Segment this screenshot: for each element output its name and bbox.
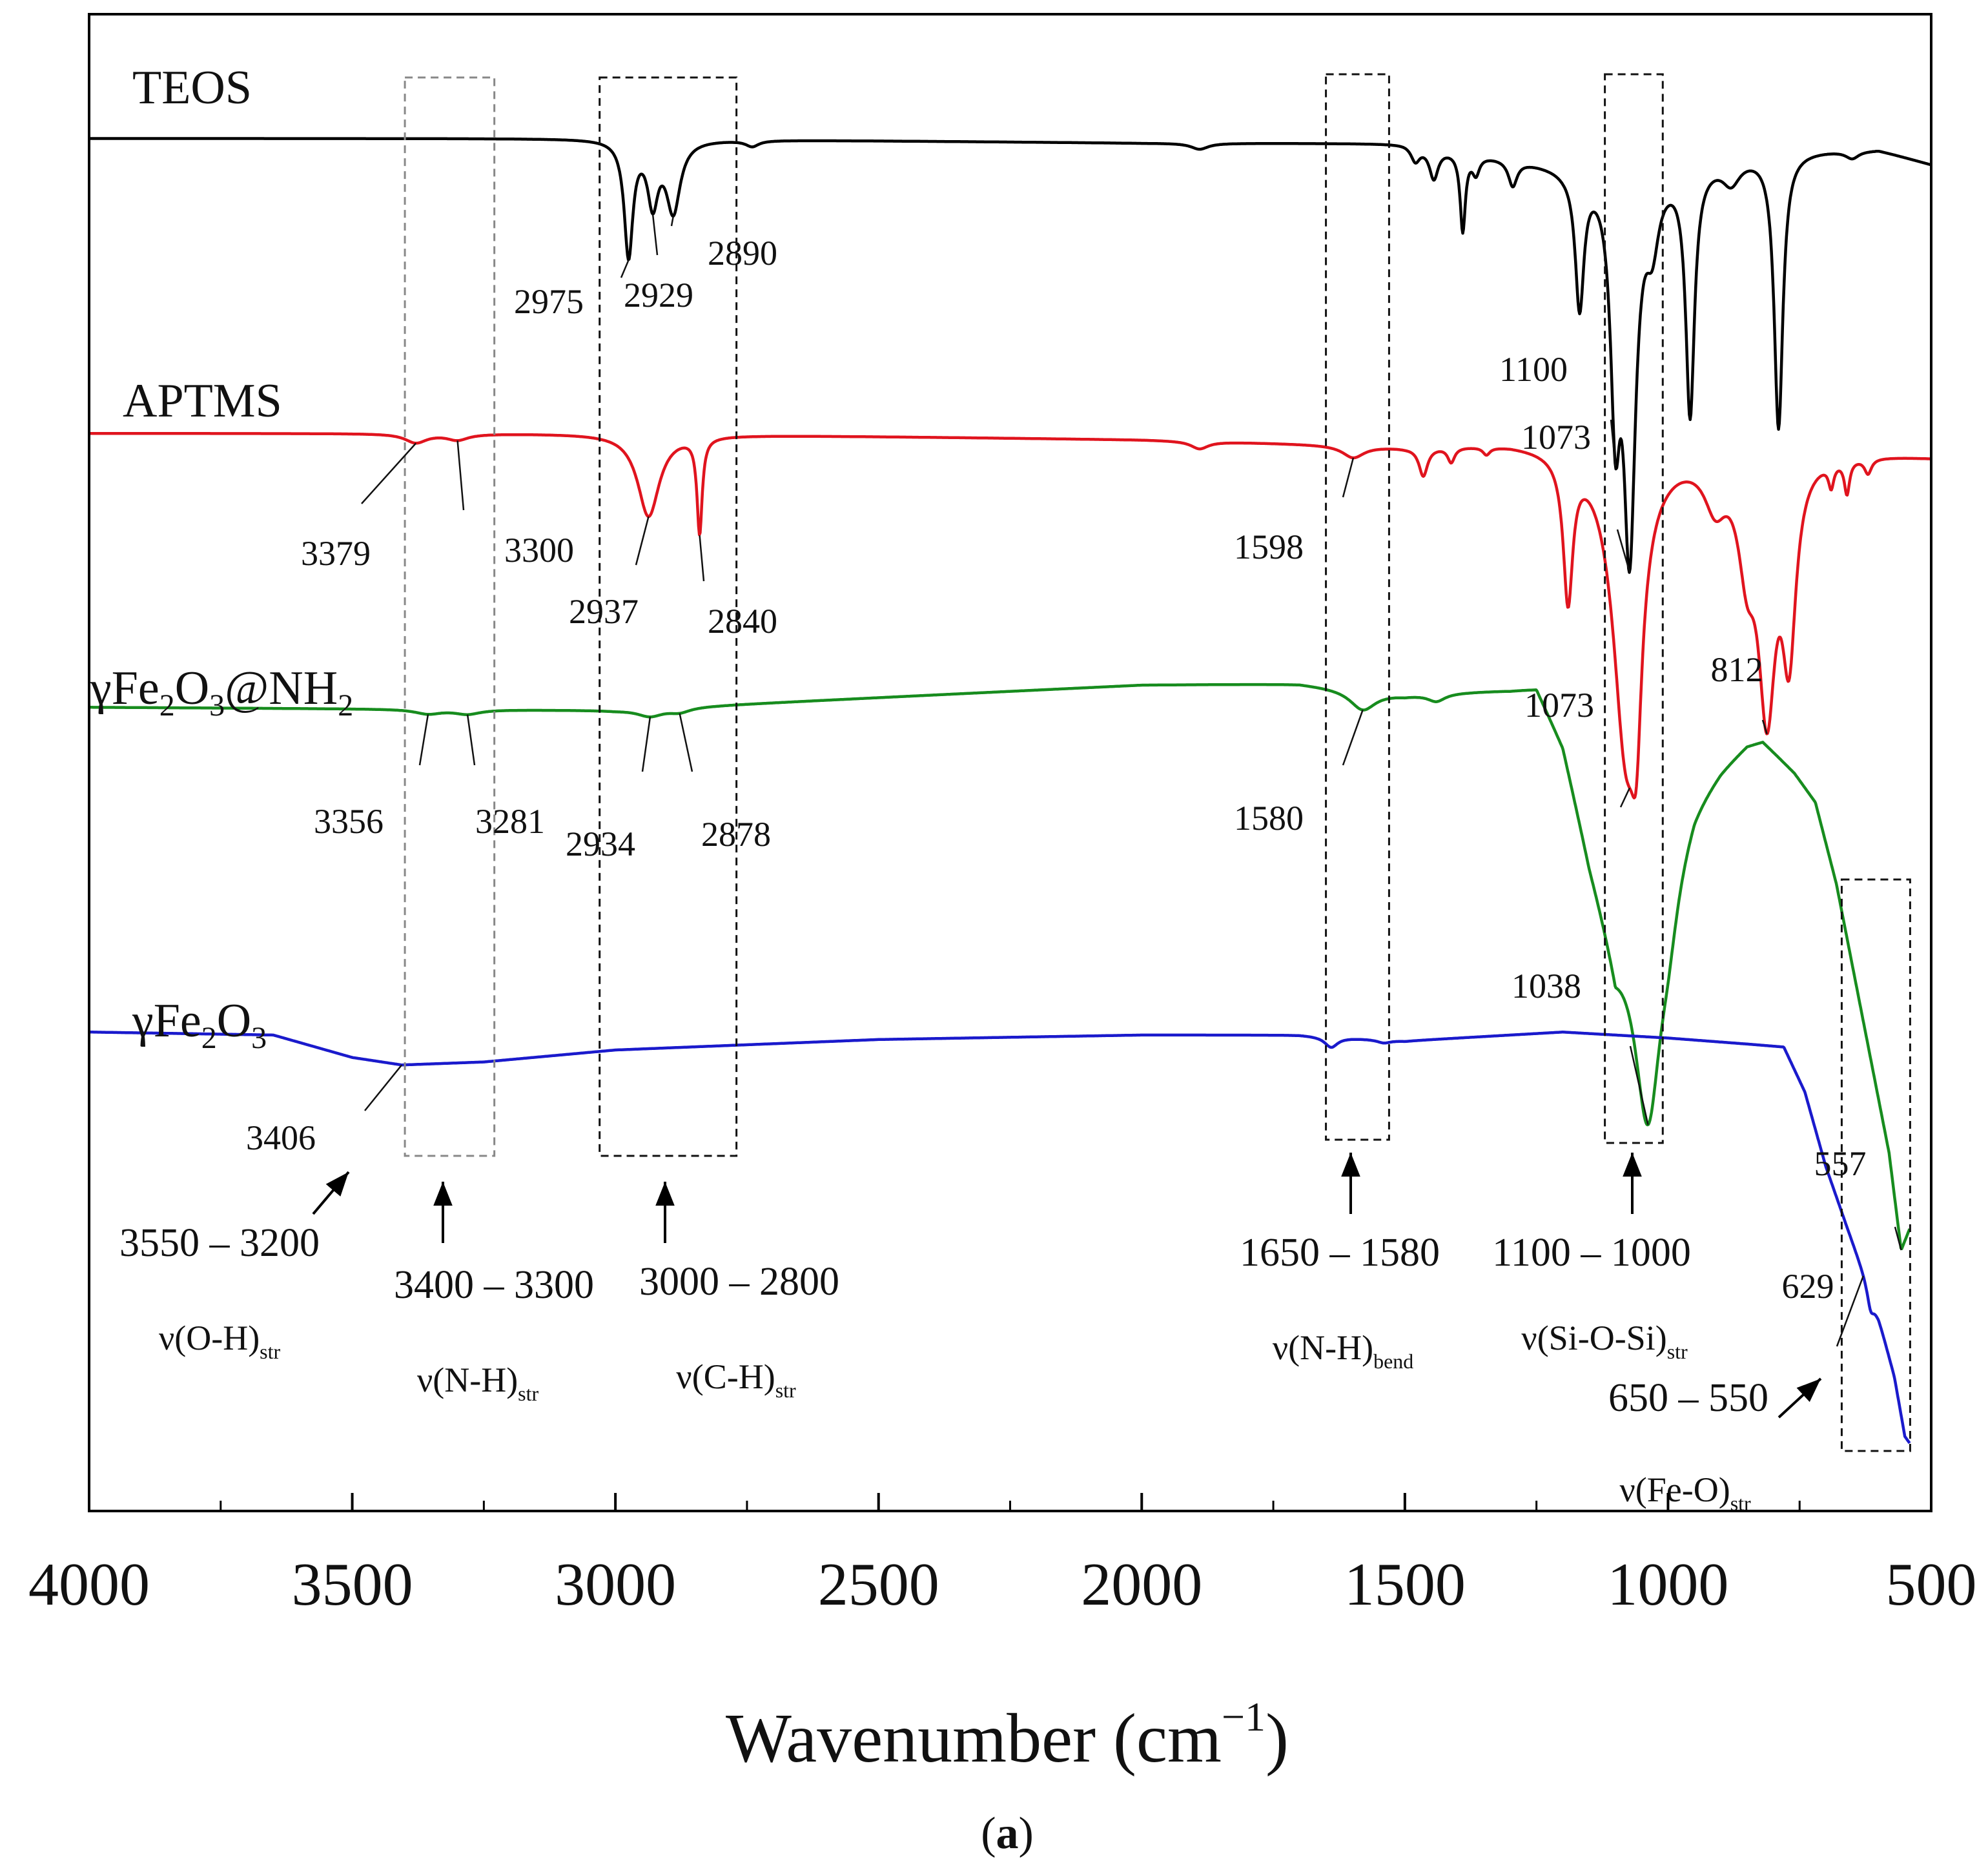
peak-leader (456, 440, 465, 511)
peak-leader (679, 713, 693, 772)
peak-leader (635, 516, 650, 566)
spectrum-line-3 (88, 1030, 1911, 1445)
peak-leader (1616, 529, 1631, 573)
peak-label: 2929 (624, 276, 693, 314)
peak-label: 3406 (246, 1118, 316, 1157)
x-axis-unit-open: (cm (1113, 1700, 1222, 1777)
peak-label: 2878 (701, 815, 771, 854)
series-label-1: APTMS (123, 375, 282, 427)
peak-leader (418, 714, 429, 766)
peak-leader (466, 714, 476, 766)
series-label-3: γFe2O3 (132, 994, 267, 1055)
region-mode-label: ν(N-H)str (417, 1361, 539, 1405)
peak-leader (670, 216, 675, 227)
peak-label: 1073 (1524, 686, 1594, 725)
peak-leader (1761, 719, 1768, 735)
x-tick-label: 3500 (292, 1551, 413, 1618)
region-range-label: 3550 – 3200 (119, 1221, 320, 1265)
region-mode-label: ν(Fe-O)str (1619, 1470, 1751, 1515)
peak-label: 812 (1711, 650, 1763, 689)
peak-label: 3300 (504, 531, 574, 570)
peak-label: 2840 (708, 602, 777, 641)
region-range-label: 3400 – 3300 (394, 1263, 594, 1307)
peak-leader (699, 535, 705, 582)
region-arrow-head (655, 1182, 675, 1206)
spectrum-line-1 (88, 431, 1932, 799)
peak-leader (651, 214, 659, 256)
peak-leader (361, 442, 417, 504)
region-mode-label: ν(O-H)str (159, 1319, 281, 1363)
region-labels: 3550 – 3200 ν(O-H)str 3400 – 3300 ν(N-H)str… (119, 1153, 1822, 1515)
region-boxes (404, 73, 1911, 1452)
region-mode-label: ν(Si-O-Si)str (1521, 1319, 1688, 1363)
peak-label: 3281 (475, 802, 545, 841)
peak-leader (620, 260, 630, 278)
region-arrow-head (1341, 1153, 1360, 1177)
region-mode-label: ν(C-H)str (676, 1357, 796, 1402)
peak-label: 2937 (569, 592, 639, 631)
x-tick-label: 2500 (818, 1551, 939, 1618)
region-arrow-head (433, 1182, 453, 1206)
x-ticks: 4000 3500 3000 2500 2000 1500 1000 500 (28, 1493, 1977, 1618)
x-tick-label: 3000 (555, 1551, 676, 1618)
x-axis-unit-close: ) (1266, 1700, 1289, 1777)
x-tick-label: 1500 (1344, 1551, 1466, 1618)
peak-leader (1629, 1045, 1649, 1126)
peak-label: 629 (1782, 1267, 1834, 1306)
region-range-label: 1100 – 1000 (1492, 1231, 1691, 1275)
peak-leader (1610, 419, 1617, 466)
region-box (1840, 878, 1911, 1452)
region-mode-label: ν(N-H)bend (1273, 1328, 1414, 1373)
peak-leader (641, 717, 651, 772)
spectrum-line-2 (88, 683, 1911, 1251)
x-axis-label: Wavenumber (cm−1) (726, 1694, 1289, 1777)
peak-leader (1342, 457, 1355, 498)
region-arrow-head (1623, 1153, 1642, 1177)
region-arrow-head (1796, 1379, 1821, 1403)
peak-label: 1100 (1499, 350, 1568, 389)
region-box (599, 76, 738, 1157)
series-label-0: TEOS (132, 61, 252, 114)
peak-label: 2934 (566, 825, 635, 863)
region-range-label: 1650 – 1580 (1240, 1231, 1440, 1275)
peak-label: 1580 (1234, 799, 1304, 838)
peak-label: 2890 (708, 234, 777, 272)
region-box (404, 76, 496, 1157)
region-box (1325, 73, 1390, 1141)
region-arrow-head (325, 1172, 349, 1197)
figure-label: (a) (981, 1809, 1034, 1858)
peak-label: 1598 (1234, 528, 1304, 566)
peak-leader (1836, 1275, 1865, 1347)
peak-label: 557 (1814, 1144, 1867, 1183)
x-tick-label: 500 (1886, 1551, 1977, 1618)
series-labels: TEOS APTMS γFe2O3@NH2 γFe2O3 (90, 61, 353, 1055)
peak-leader (1619, 787, 1631, 808)
region-range-label: 3000 – 2800 (639, 1260, 839, 1304)
series-label-2: γFe2O3@NH2 (90, 662, 353, 723)
peak-leader (364, 1064, 403, 1111)
x-tick-label: 2000 (1081, 1551, 1202, 1618)
peak-label: 2975 (514, 282, 584, 321)
axes: 4000 3500 3000 2500 2000 1500 1000 500 (28, 13, 1977, 1618)
peak-label: 3356 (314, 802, 384, 841)
peak-label: 3379 (301, 534, 371, 573)
peak-leader (1342, 710, 1364, 766)
region-range-label: 650 – 550 (1608, 1376, 1768, 1420)
peak-label: 1038 (1511, 967, 1581, 1005)
peak-annotations: 2975 2929 2890 1100 1073 3379 3300 2937 2840 1598… (246, 214, 1902, 1347)
x-tick-label: 4000 (28, 1551, 150, 1618)
spectrum-line-0 (88, 137, 1932, 574)
region-box (1604, 73, 1664, 1144)
plot-frame (88, 13, 1932, 1512)
x-tick-label: 1000 (1607, 1551, 1728, 1618)
spectra-layer (88, 137, 1932, 1445)
x-axis-unit-sup: −1 (1222, 1694, 1266, 1740)
peak-label: 1073 (1521, 418, 1591, 457)
peak-leader (1894, 1226, 1902, 1251)
x-axis-label-text: Wavenumber (726, 1700, 1096, 1777)
